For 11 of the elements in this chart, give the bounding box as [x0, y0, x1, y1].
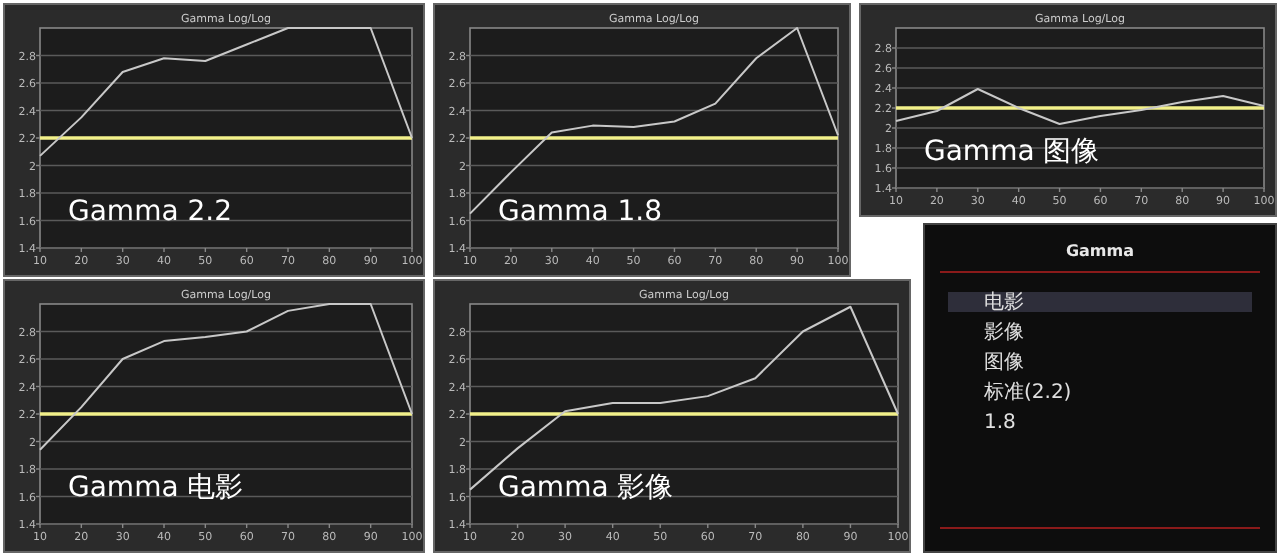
annotation: Gamma 2.2	[68, 196, 232, 228]
annotation: Gamma 影像	[498, 472, 674, 504]
text: 影像	[984, 320, 1024, 344]
annotation: Gamma 图像	[924, 136, 1100, 168]
annotation: Gamma 电影	[68, 472, 244, 504]
text: 电影	[984, 290, 1024, 314]
text: 图像	[984, 350, 1024, 374]
text: 标准(2.2)	[982, 380, 1072, 404]
text: Gamma	[1065, 242, 1135, 260]
annotation: Gamma 1.8	[498, 196, 662, 228]
text: 1.8	[984, 412, 1016, 434]
